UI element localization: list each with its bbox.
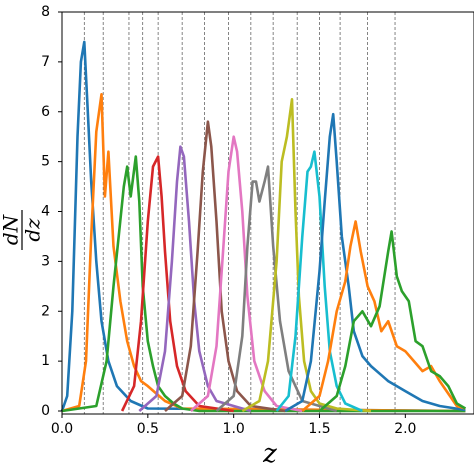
series-line [215,165,338,413]
y-label-numerator: dN [0,213,23,245]
series-line [275,150,363,413]
y-label-denominator: dz [21,218,45,242]
series-line [60,40,466,413]
plot-frame [61,11,474,415]
y-tick-label: 1 [41,353,50,369]
y-tick-label: 5 [41,154,50,170]
x-tick-label: 1.0 [223,421,245,437]
y-tick-label: 2 [41,303,50,319]
x-tick-label: 1.5 [308,421,330,437]
x-tick-label: 0.5 [137,421,159,437]
y-tick-label: 4 [41,204,50,220]
series-line [61,155,466,413]
series-line [120,155,234,413]
series-line [189,135,303,413]
y-axis-label: dN dz [0,210,45,250]
series-line [138,145,252,413]
series-line [318,230,467,412]
series-line [61,93,466,413]
series-line [284,112,466,413]
y-tick-label: 7 [41,54,50,70]
y-tick-label: 3 [41,253,50,269]
x-tick-label: 0.0 [51,421,73,437]
series-line [241,98,372,413]
y-tick-label: 6 [41,104,50,120]
series-line [164,120,286,413]
y-tick-label: 8 [41,4,50,20]
x-tick-label: 2.0 [394,421,416,437]
x-axis-label: z [262,439,277,469]
y-tick-label: 0 [41,403,50,419]
